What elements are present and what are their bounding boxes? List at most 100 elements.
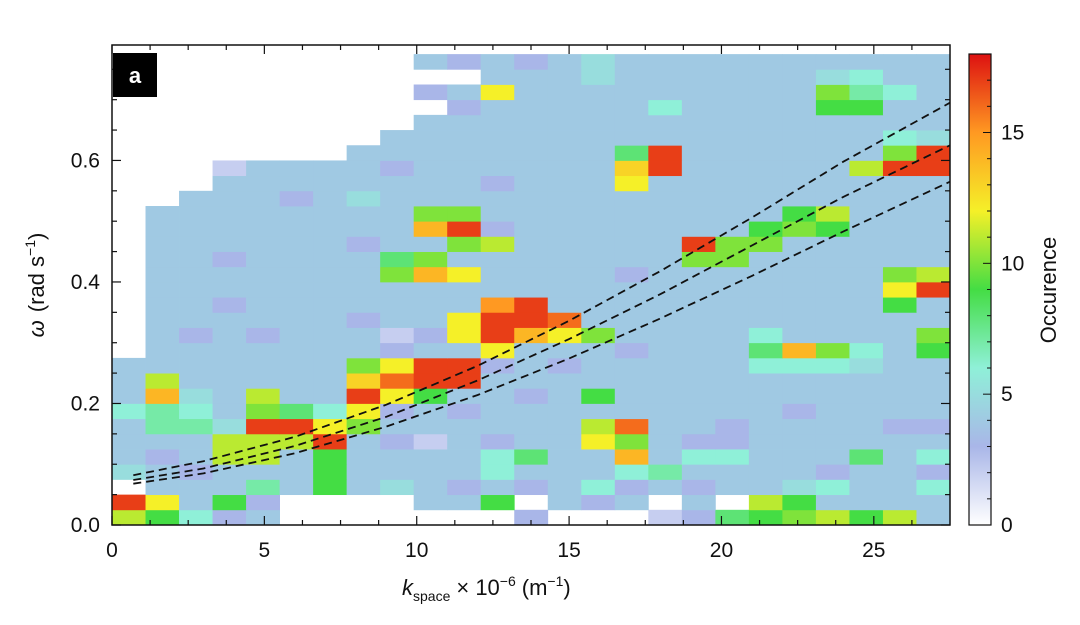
heatmap-cell — [212, 418, 247, 435]
heatmap-cell — [849, 145, 884, 161]
heatmap-cell — [648, 130, 683, 146]
heatmap-cell — [246, 479, 280, 496]
x-axis-symbol: k — [402, 575, 414, 600]
heatmap-cell — [648, 312, 683, 328]
heatmap-cell — [581, 206, 616, 222]
heatmap-cell — [514, 160, 549, 177]
y-tick-label: 0.0 — [71, 514, 100, 537]
heatmap-cell — [346, 357, 381, 374]
heatmap-cell — [514, 69, 549, 85]
heatmap-cell — [916, 130, 951, 146]
heatmap-cell — [748, 236, 783, 252]
heatmap-cell — [480, 251, 515, 268]
heatmap-cell — [916, 357, 951, 374]
y-axis-symbol: ω — [24, 320, 49, 337]
x-tick-label: 0 — [106, 539, 118, 562]
heatmap-cell — [514, 297, 549, 313]
heatmap-cell — [514, 479, 549, 496]
heatmap-cell — [681, 130, 716, 146]
heatmap-cell — [882, 449, 917, 465]
heatmap-cell — [380, 479, 415, 496]
x-axis-unit-close: ) — [563, 575, 570, 600]
heatmap-cell — [413, 281, 448, 298]
y-axis-unit-close: ) — [24, 233, 49, 240]
heatmap-cell — [782, 190, 817, 207]
heatmap-cell — [380, 464, 415, 480]
heatmap-cell — [681, 221, 716, 237]
heatmap-cell — [447, 342, 482, 359]
heatmap-cell — [715, 433, 750, 450]
heatmap-cell — [748, 54, 783, 70]
heatmap-cell — [179, 281, 213, 298]
heatmap-cell — [413, 357, 448, 374]
heatmap-cell — [380, 236, 415, 252]
heatmap-cell — [681, 342, 716, 359]
heatmap-cell — [681, 479, 716, 496]
heatmap-cell — [179, 433, 213, 450]
heatmap-cell — [246, 433, 280, 450]
heatmap-cell — [916, 433, 951, 450]
heatmap-cell — [614, 251, 649, 268]
heatmap-cell — [547, 236, 582, 252]
heatmap-cell — [447, 221, 482, 237]
colorbar-label: Occurence — [1036, 237, 1061, 343]
heatmap-cell — [346, 403, 381, 420]
heatmap-cell — [179, 464, 213, 480]
heatmap-cell — [279, 433, 314, 450]
heatmap-cell — [313, 312, 348, 328]
heatmap-cell — [279, 357, 314, 374]
heatmap-cell — [547, 206, 582, 222]
heatmap-cell — [313, 449, 348, 465]
heatmap-cell — [514, 327, 549, 344]
heatmap-cell — [514, 403, 549, 420]
y-tick-label: 0.2 — [71, 392, 100, 415]
heatmap-cell — [614, 388, 649, 404]
heatmap-cell — [480, 327, 515, 344]
heatmap-cell — [212, 433, 247, 450]
heatmap-cell — [480, 357, 515, 374]
heatmap-cell — [614, 403, 649, 420]
heatmap-cell — [112, 509, 146, 526]
heatmap-cell — [882, 84, 917, 101]
heatmap-cell — [648, 388, 683, 404]
heatmap-cell — [279, 449, 314, 465]
heatmap-cell — [916, 312, 951, 328]
heatmap-cell — [882, 221, 917, 237]
heatmap-cell — [447, 175, 482, 192]
heatmap-cell — [581, 175, 616, 192]
heatmap-cell — [413, 251, 448, 268]
heatmap-cell — [547, 433, 582, 450]
heatmap-cell — [346, 266, 381, 283]
heatmap-cell — [815, 251, 850, 268]
heatmap-cell — [581, 327, 616, 344]
dispersion-middle-line — [133, 144, 951, 481]
heatmap-cell — [413, 266, 448, 283]
heatmap-cell — [480, 114, 515, 131]
heatmap-cell — [514, 266, 549, 283]
heatmap-cell — [313, 403, 348, 420]
heatmap-cell — [614, 342, 649, 359]
heatmap-cell — [313, 388, 348, 404]
heatmap-cell — [614, 494, 649, 511]
heatmap-cell — [313, 251, 348, 268]
heatmap-cell — [581, 236, 616, 252]
heatmap-cell — [246, 206, 280, 222]
y-axis-label: ω (rad s−1) — [22, 233, 49, 338]
heatmap-cell — [313, 206, 348, 222]
heatmap-cell — [447, 266, 482, 283]
heatmap-cell — [480, 130, 515, 146]
heatmap-cell — [882, 327, 917, 344]
heatmap-cell — [413, 312, 448, 328]
heatmap-cell — [681, 327, 716, 344]
heatmap-cell — [447, 281, 482, 298]
heatmap-cell — [112, 373, 146, 389]
heatmap-cell — [614, 449, 649, 465]
heatmap-cell — [648, 297, 683, 313]
heatmap-cell — [179, 418, 213, 435]
heatmap-cell — [715, 69, 750, 85]
heatmap-cell — [815, 206, 850, 222]
y-tick-label: 0.4 — [71, 271, 101, 294]
heatmap-cell — [380, 190, 415, 207]
heatmap-cell — [648, 221, 683, 237]
heatmap-cell — [246, 190, 280, 207]
